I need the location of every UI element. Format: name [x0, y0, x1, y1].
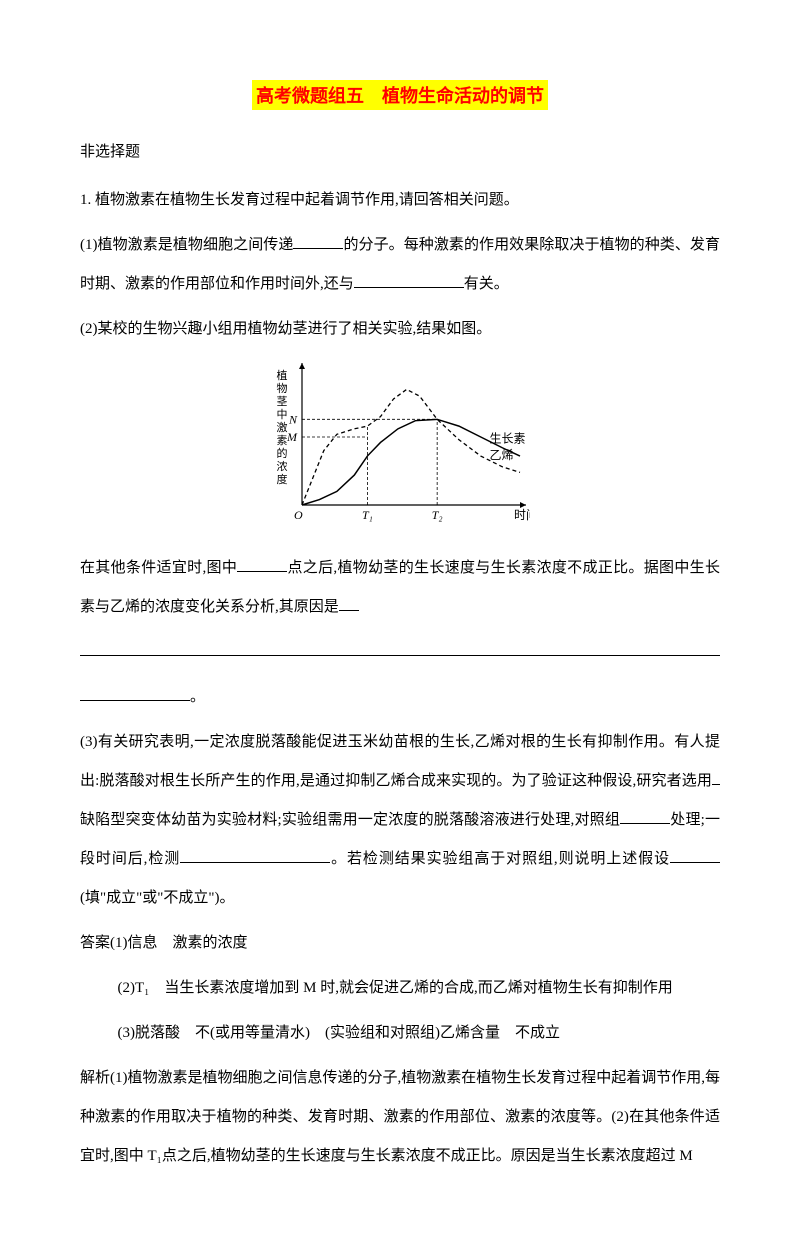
answer-1: (1)信息 激素的浓度 — [110, 935, 248, 951]
answer-label: 答案 — [80, 935, 110, 951]
q1-part2-cont2: 。 — [80, 678, 720, 717]
blank-2 — [354, 272, 464, 288]
q1-p3d: 。若检测结果实验组高于对照组,则说明上述假设 — [330, 851, 670, 867]
q1-part2-cont — [80, 633, 720, 672]
explanation: 解析(1)植物激素是植物细胞之间信息传递的分子,植物激素在植物生长发育过程中起着… — [80, 1059, 720, 1176]
hormone-chart: 植物茎中激素的浓度MN T₁ T₂ O 时间 乙烯 生长素 — [270, 359, 530, 529]
blank-6 — [620, 808, 670, 824]
answer-3: (3)脱落酸 不(或用等量清水) (实验组和对照组)乙烯含量 不成立 — [80, 1014, 720, 1053]
q1-part2: (2)某校的生物兴趣小组用植物幼茎进行了相关实验,结果如图。 — [80, 310, 720, 349]
svg-text:乙烯: 乙烯 — [489, 448, 513, 462]
q1-p1c: 有关。 — [464, 276, 509, 292]
page-title: 高考微题组五 植物生命活动的调节 — [252, 80, 548, 110]
explanation-label: 解析 — [80, 1070, 110, 1086]
q1-stem: 1. 植物激素在植物生长发育过程中起着调节作用,请回答相关问题。 — [80, 181, 720, 220]
svg-text:O: O — [294, 508, 303, 522]
blank-4c — [80, 685, 190, 701]
svg-text:T₁: T₁ — [362, 508, 373, 522]
q1-p3e: (填"成立"或"不成立")。 — [80, 890, 234, 906]
section-label: 非选择题 — [80, 140, 720, 161]
blank-3 — [237, 556, 287, 572]
q1-part2-text: 在其他条件适宜时,图中点之后,植物幼茎的生长速度与生长素浓度不成正比。据图中生长… — [80, 549, 720, 627]
q1-p2a: 在其他条件适宜时,图中 — [80, 560, 237, 576]
svg-text:T₂: T₂ — [432, 508, 443, 522]
blank-1 — [293, 233, 343, 249]
answer-block: 答案(1)信息 激素的浓度 — [80, 924, 720, 963]
svg-text:植物茎中激素的浓度: 植物茎中激素的浓度 — [277, 368, 288, 486]
blank-4b — [80, 640, 720, 656]
svg-text:生长素: 生长素 — [489, 431, 525, 445]
blank-7 — [180, 847, 330, 863]
explanation-text: (1)植物激素是植物细胞之间信息传递的分子,植物激素在植物生长发育过程中起着调节… — [80, 1070, 720, 1164]
chart-container: 植物茎中激素的浓度MN T₁ T₂ O 时间 乙烯 生长素 — [80, 359, 720, 534]
blank-4a — [339, 595, 359, 611]
q1-p3a: (3)有关研究表明,一定浓度脱落酸能促进玉米幼苗根的生长,乙烯对根的生长有抑制作… — [80, 734, 720, 789]
blank-5 — [712, 769, 720, 785]
title-container: 高考微题组五 植物生命活动的调节 — [80, 80, 720, 110]
q1-p3b: 缺陷型突变体幼苗为实验材料;实验组需用一定浓度的脱落酸溶液进行处理,对照组 — [80, 812, 620, 828]
blank-8 — [670, 847, 720, 863]
svg-text:N: N — [288, 412, 298, 426]
svg-text:时间: 时间 — [514, 508, 530, 522]
q1-part1: (1)植物激素是植物细胞之间传递的分子。每种激素的作用效果除取决于植物的种类、发… — [80, 226, 720, 304]
q1-p1a: (1)植物激素是植物细胞之间传递 — [80, 237, 293, 253]
q1-p2c: 。 — [190, 689, 205, 705]
q1-part3: (3)有关研究表明,一定浓度脱落酸能促进玉米幼苗根的生长,乙烯对根的生长有抑制作… — [80, 723, 720, 918]
svg-text:M: M — [286, 430, 298, 444]
answer-2: (2)T₁ 当生长素浓度增加到 M 时,就会促进乙烯的合成,而乙烯对植物生长有抑… — [80, 969, 720, 1008]
